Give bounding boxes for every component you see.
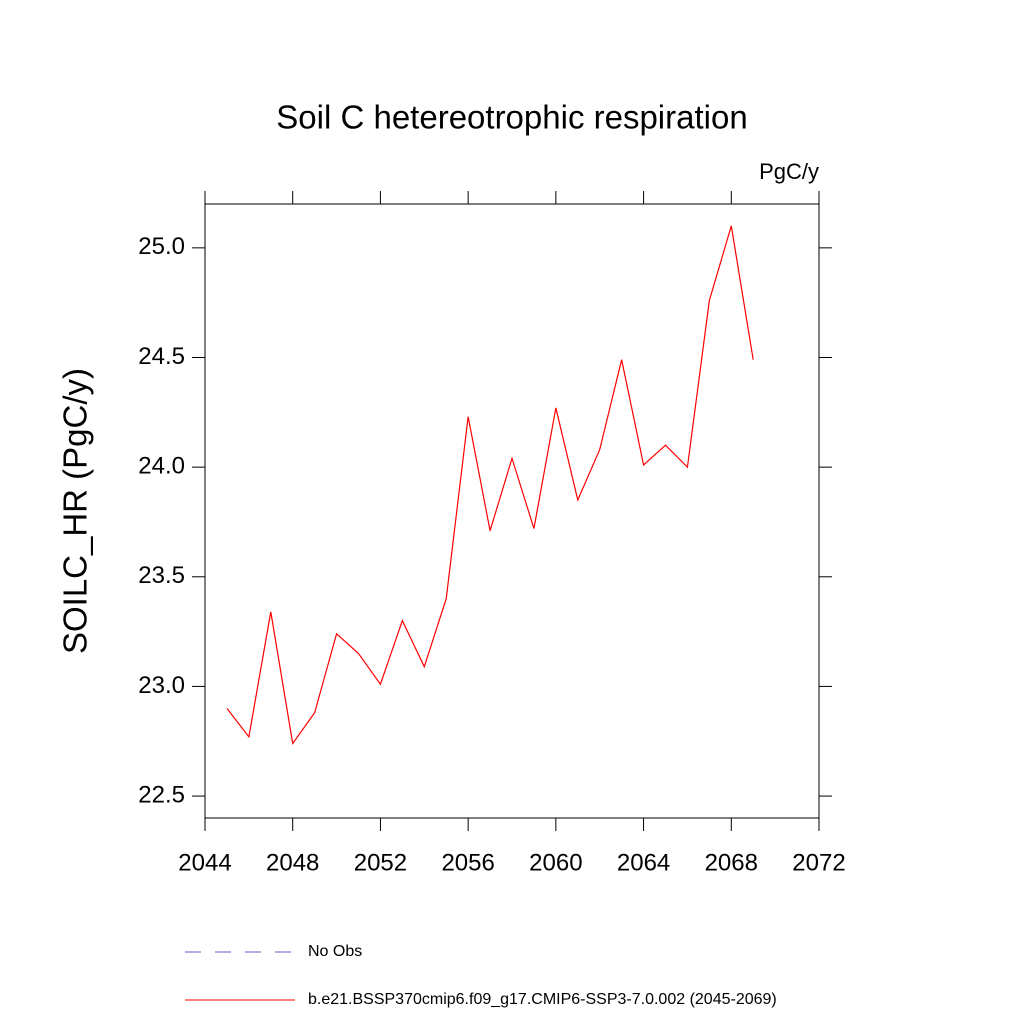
chart-title: Soil C hetereotrophic respiration [276,99,747,136]
plot-frame [204,203,820,819]
y-tick-label: 24.0 [138,452,185,479]
data-line [226,225,754,745]
y-tick-label: 22.5 [138,781,185,808]
x-tick-label: 2060 [529,849,582,876]
x-tick-label: 2072 [792,849,845,876]
y-tick-label: 23.5 [138,562,185,589]
y-tick-label: 23.0 [138,672,185,699]
x-tick-label: 2064 [617,849,670,876]
x-tick-label: 2068 [705,849,758,876]
x-tick-label: 2044 [178,849,231,876]
y-tick-label: 25.0 [138,233,185,260]
legend-label: b.e21.BSSP370cmip6.f09_g17.CMIP6-SSP3-7.… [308,991,777,1008]
x-tick-label: 2048 [266,849,319,876]
y-axis-label: SOILC_HR (PgC/y) [57,368,94,654]
y-tick-label: 24.5 [138,343,185,370]
x-tick-label: 2052 [354,849,407,876]
x-tick-label: 2056 [441,849,494,876]
units-label: PgC/y [759,159,819,184]
legend-label: No Obs [308,943,362,960]
